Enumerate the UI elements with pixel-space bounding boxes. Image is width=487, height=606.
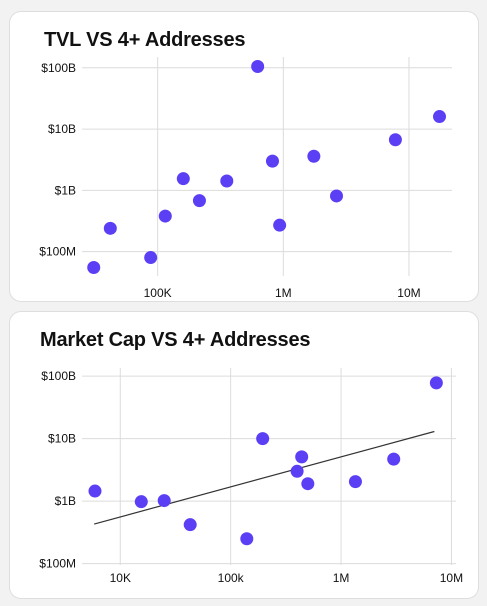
data-point xyxy=(134,495,148,509)
x-tick-label: 100K xyxy=(144,286,172,300)
data-point xyxy=(251,59,265,73)
data-point xyxy=(295,450,309,464)
tvl-chart-card: TVL VS 4+ Addresses $100B $10B $1B $100M 100… xyxy=(9,11,479,302)
data-point xyxy=(307,149,321,163)
x-tick-label: 10M xyxy=(440,571,463,585)
data-point xyxy=(240,532,254,546)
data-point xyxy=(157,494,171,508)
x-tick-label: 10K xyxy=(110,571,131,585)
y-tick-label: $10B xyxy=(48,122,76,136)
trend-line xyxy=(94,430,435,525)
data-point xyxy=(192,194,206,208)
data-point xyxy=(433,110,447,124)
x-tick-label: 1M xyxy=(275,286,292,300)
y-tick-label: $100M xyxy=(39,557,76,571)
data-point xyxy=(387,452,401,466)
y-tick-label: $100M xyxy=(39,245,76,259)
y-tick-label: $1B xyxy=(55,183,76,197)
y-tick-label: $100B xyxy=(41,61,76,75)
data-point xyxy=(429,376,443,390)
data-point xyxy=(290,464,304,478)
data-point xyxy=(301,477,315,491)
data-point xyxy=(88,484,102,498)
data-point xyxy=(144,251,158,265)
data-point xyxy=(158,209,172,223)
data-point xyxy=(388,133,402,147)
y-tick-label: $1B xyxy=(55,494,76,508)
data-point xyxy=(87,261,101,275)
data-point xyxy=(176,172,190,186)
x-tick-label: 1M xyxy=(333,571,350,585)
tvl-scatter-chart: $100B $10B $1B $100M 100K 1M 10M xyxy=(39,57,452,300)
data-point xyxy=(348,475,362,489)
x-tick-label: 10M xyxy=(397,286,420,300)
data-point xyxy=(103,221,117,235)
data-point xyxy=(265,154,279,168)
data-point xyxy=(273,218,287,232)
data-point xyxy=(183,518,197,532)
market-cap-chart-card: Market Cap VS 4+ Addresses $100B $10B $1B $… xyxy=(9,311,479,599)
data-point xyxy=(220,174,234,188)
market-cap-scatter-chart: $100B $10B $1B $100M 10K 100k 1M 10M xyxy=(39,368,463,585)
y-tick-label: $100B xyxy=(41,369,76,383)
y-tick-label: $10B xyxy=(48,432,76,446)
x-tick-label: 100k xyxy=(218,571,245,585)
data-point xyxy=(256,432,270,446)
market-cap-chart-title: Market Cap VS 4+ Addresses xyxy=(40,329,311,351)
data-point xyxy=(329,189,343,203)
tvl-chart-title: TVL VS 4+ Addresses xyxy=(44,29,246,51)
